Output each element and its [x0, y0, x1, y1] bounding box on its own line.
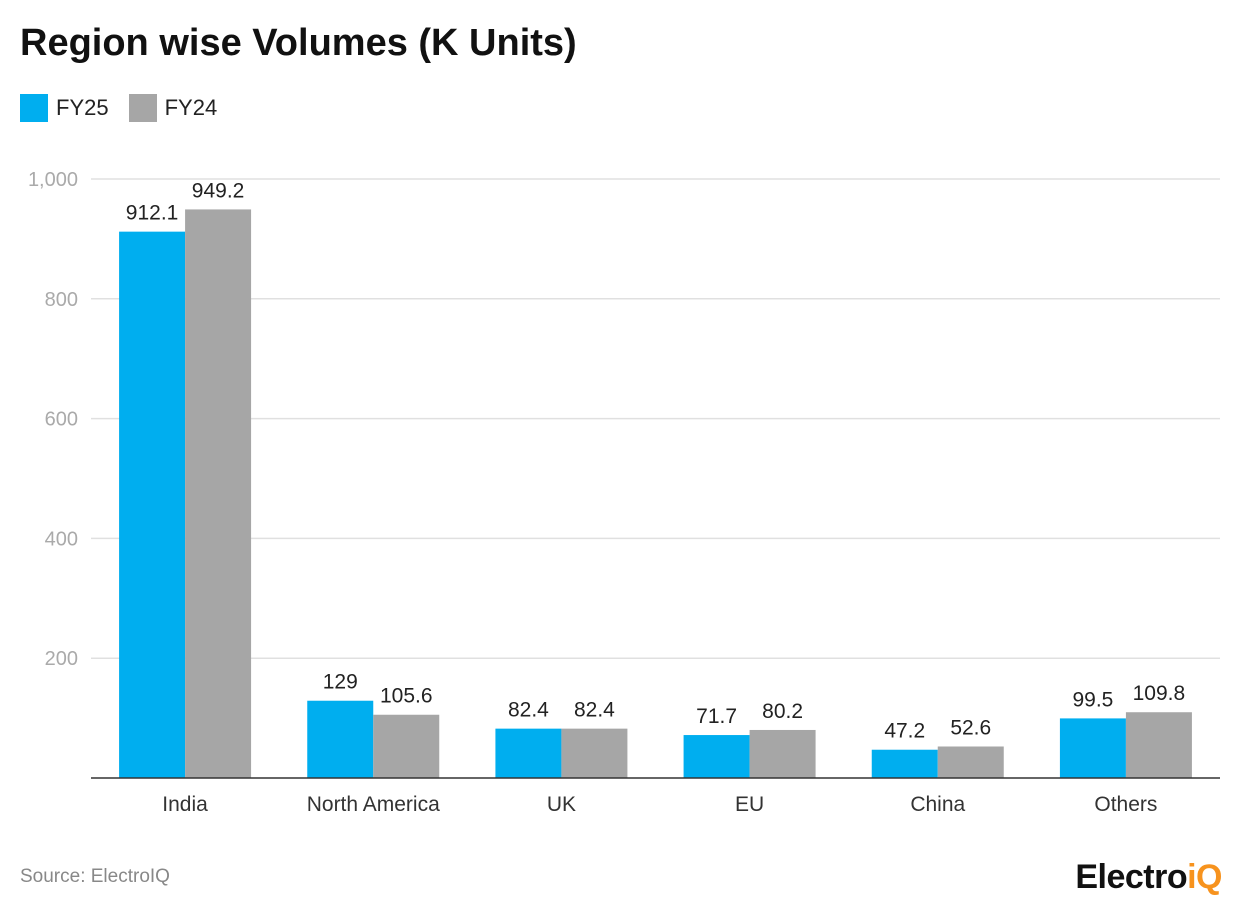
x-tick-label: EU [735, 793, 764, 816]
bar-fy24 [185, 209, 252, 778]
legend-swatch-fy24 [128, 94, 157, 122]
bar-fy24 [1125, 712, 1192, 778]
data-label: 80.2 [762, 700, 803, 723]
bar-fy24 [749, 729, 816, 778]
legend: FY25 FY24 [20, 94, 217, 122]
bar-fy25 [307, 700, 374, 778]
x-tick-label: North America [307, 793, 440, 816]
bar-fy25 [871, 749, 938, 778]
data-label: 99.5 [1072, 688, 1113, 711]
bar-fy25 [1059, 718, 1126, 778]
y-tick-label: 200 [45, 648, 78, 670]
data-label: 949.2 [192, 179, 245, 202]
source-note: Source: ElectroIQ [20, 866, 170, 887]
bar-fy25 [683, 735, 750, 778]
data-label: 47.2 [884, 720, 925, 743]
bar-fy25 [119, 231, 186, 778]
data-label: 109.8 [1133, 682, 1186, 705]
data-label: 129 [323, 671, 358, 694]
data-label: 912.1 [126, 202, 179, 225]
electroiq-logo: ElectroiQ [1075, 858, 1222, 896]
data-label: 71.7 [696, 705, 737, 728]
y-tick-label: 800 [45, 289, 78, 311]
legend-swatch-fy25 [20, 94, 48, 122]
bar-fy25 [495, 728, 562, 778]
y-tick-label: 400 [45, 528, 78, 550]
y-tick-label: 1,000 [28, 169, 78, 191]
legend-item-fy25: FY25 [20, 94, 109, 122]
chart-title: Region wise Volumes (K Units) [20, 22, 577, 64]
x-tick-label: India [162, 793, 208, 816]
bar-fy24 [937, 746, 1004, 778]
legend-label-fy25: FY25 [56, 95, 109, 120]
x-tick-label: Others [1094, 793, 1157, 816]
x-tick-label: UK [547, 793, 576, 816]
legend-item-fy24: FY24 [128, 94, 218, 122]
data-label: 105.6 [380, 685, 433, 708]
y-tick-label: 600 [45, 409, 78, 431]
data-label: 82.4 [508, 699, 549, 722]
bar-fy24 [373, 714, 440, 778]
legend-label-fy24: FY24 [164, 95, 218, 120]
bar-fy24 [561, 728, 628, 778]
data-label: 52.6 [950, 716, 991, 739]
data-label: 82.4 [574, 699, 615, 722]
x-tick-label: China [910, 793, 965, 816]
